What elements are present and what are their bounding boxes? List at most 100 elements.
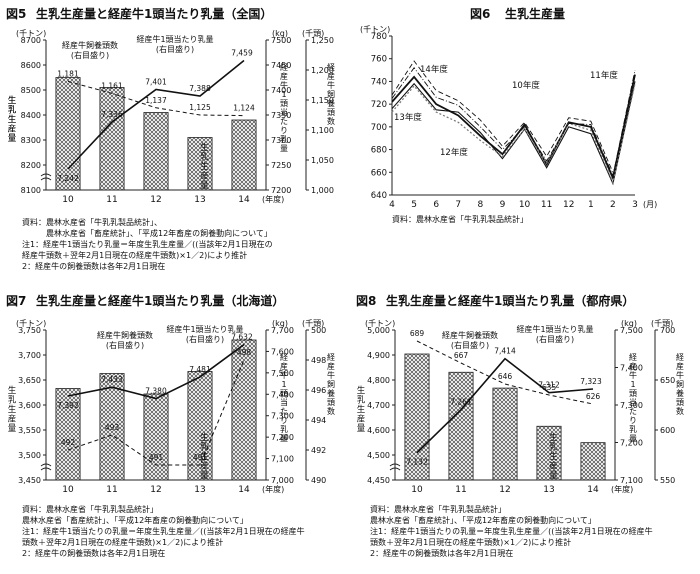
svg-text:飼: 飼 xyxy=(327,89,335,99)
x-tick-label: 10 xyxy=(62,195,74,205)
svg-text:牛: 牛 xyxy=(280,370,288,380)
left-axis-tick-label: 5,000 xyxy=(367,326,390,335)
x-tick-label: 12 xyxy=(150,485,161,495)
line-milk-per-cow xyxy=(67,343,245,400)
x-tick-label: 11 xyxy=(541,200,552,210)
left-axis-tick-label: 3,700 xyxy=(18,351,41,360)
kg-axis-tick-label: 7,600 xyxy=(271,347,294,356)
x-tick-label: 8 xyxy=(477,200,483,210)
cows-axis-tick-label: 1,050 xyxy=(311,156,334,165)
svg-text:産: 産 xyxy=(8,124,17,135)
kg-axis-unit: (kg) xyxy=(621,319,637,328)
svg-text:乳: 乳 xyxy=(200,442,209,453)
svg-text:産: 産 xyxy=(549,461,558,472)
x-tick-label: 10 xyxy=(62,485,74,495)
figure-number: 図6 xyxy=(470,7,490,21)
source-note: 頭数＋翌年2月1日現在の経産牛頭数)×1／2)により推計 xyxy=(22,537,223,547)
svg-text:産: 産 xyxy=(629,361,637,371)
svg-text:牛: 牛 xyxy=(327,370,335,380)
y-axis-tick-label: 700 xyxy=(371,123,387,133)
bar-production xyxy=(404,353,430,481)
label-milk-per-cow: 7,401 xyxy=(145,78,167,87)
svg-text:量: 量 xyxy=(280,434,288,443)
svg-text:乳: 乳 xyxy=(200,152,209,163)
line-cow-count xyxy=(67,80,245,117)
svg-text:飼: 飼 xyxy=(676,379,684,389)
kg-axis-tick-label: 7200 xyxy=(271,186,291,195)
line-series xyxy=(391,67,636,178)
x-tick-label: 5 xyxy=(411,200,417,210)
line-milk-per-cow xyxy=(416,357,594,454)
svg-text:経: 経 xyxy=(327,352,335,362)
left-axis-unit: (千トン) xyxy=(365,318,395,328)
bar-production xyxy=(99,87,125,191)
bar-production xyxy=(187,371,213,481)
annotation-production: 生乳生産量 xyxy=(549,432,558,481)
kg-axis-tick-label: 7,300 xyxy=(620,401,643,410)
source-note: 資料：農林水産省「牛乳乳製品統計」、 xyxy=(22,217,162,227)
label-cow-count: 493 xyxy=(105,423,120,432)
annotation-right-scale: (右目盛り) xyxy=(156,44,194,54)
svg-text:産: 産 xyxy=(676,361,684,371)
label-milk-per-cow: 7,392 xyxy=(57,401,79,410)
svg-text:り: り xyxy=(280,416,288,425)
annotation-cow-count-axis: 経産牛飼養頭数 xyxy=(327,62,335,126)
left-axis-tick-label: 3,600 xyxy=(18,401,41,410)
label-cow-count: 1,181 xyxy=(57,69,79,78)
annotation-milk-per-cow: 経産牛1頭当たり乳量 xyxy=(166,324,243,334)
annotation-milk-per-cow-axis: 経産牛1頭当たり乳量 xyxy=(280,62,288,153)
label-milk-per-cow: 7,132 xyxy=(406,458,428,467)
annotation-production: 生乳生産量 xyxy=(200,432,209,481)
cows-axis-unit: (千頭) xyxy=(302,28,324,38)
source-note: 農林水産省「畜産統計」、「平成12年畜産の飼養動向について」 xyxy=(46,228,272,238)
svg-text:生: 生 xyxy=(8,95,17,106)
label-cow-count: 492 xyxy=(61,438,76,447)
left-axis-unit: (千トン) xyxy=(16,318,46,328)
series-label: 13年度 xyxy=(394,112,422,123)
cows-axis-unit: (千頭) xyxy=(651,318,673,328)
svg-text:生: 生 xyxy=(8,114,17,125)
svg-text:経: 経 xyxy=(280,352,288,362)
kg-axis-tick-label: 7,500 xyxy=(271,369,294,378)
svg-text:生: 生 xyxy=(8,114,17,125)
chart-title: 生乳生産量と経産牛1頭当たり乳量（都府県） xyxy=(386,293,634,308)
kg-axis-tick-label: 7300 xyxy=(271,136,291,145)
kg-axis-tick-label: 7500 xyxy=(271,36,291,45)
y-axis-tick-label: 640 xyxy=(371,191,387,201)
annotation-right-scale: (右目盛り) xyxy=(106,340,144,350)
svg-text:生: 生 xyxy=(549,432,558,443)
cows-axis-tick-label: 650 xyxy=(660,376,675,385)
kg-axis-tick-label: 7,000 xyxy=(271,476,294,485)
svg-text:乳: 乳 xyxy=(629,424,637,434)
annotation-right-scale: (右目盛り) xyxy=(71,50,109,60)
left-axis-label: 生乳生産量 xyxy=(8,95,17,144)
svg-text:牛: 牛 xyxy=(280,80,288,90)
bar-production xyxy=(55,388,81,481)
x-tick-label: 6 xyxy=(433,200,439,210)
svg-text:生: 生 xyxy=(200,432,209,443)
annotation-cow-count: 経産牛飼養頭数 xyxy=(442,330,498,340)
kg-axis-tick-label: 7,400 xyxy=(271,390,294,399)
source-note: 2：経産牛の飼養頭数は各年2月1日現在 xyxy=(22,548,165,558)
x-axis-unit: (年度) xyxy=(611,484,633,494)
x-axis-unit: (年度) xyxy=(262,484,284,494)
cows-axis-tick-label: 1,150 xyxy=(311,96,334,105)
svg-text:乳: 乳 xyxy=(8,105,17,116)
source-note: 頭数＋翌年2月1日現在の経産牛頭数)×1／2)により推計 xyxy=(370,537,571,547)
x-tick-label: 3 xyxy=(632,200,638,210)
left-axis-tick-label: 3,750 xyxy=(18,326,41,335)
svg-text:経: 経 xyxy=(280,62,288,72)
svg-text:乳: 乳 xyxy=(280,134,288,144)
svg-text:産: 産 xyxy=(200,171,209,182)
svg-text:1: 1 xyxy=(630,380,635,389)
series-label: 11年度 xyxy=(590,70,618,81)
svg-text:頭: 頭 xyxy=(629,389,637,398)
svg-text:当: 当 xyxy=(280,107,288,117)
label-milk-per-cow: 7,481 xyxy=(189,365,211,374)
label-milk-per-cow: 7,433 xyxy=(101,375,123,384)
kg-axis-unit: (kg) xyxy=(272,29,288,38)
label-milk-per-cow: 7,459 xyxy=(231,49,253,58)
bar-production xyxy=(492,387,518,481)
svg-text:牛: 牛 xyxy=(676,370,684,380)
left-axis-label: 生乳生産量 xyxy=(357,385,366,434)
